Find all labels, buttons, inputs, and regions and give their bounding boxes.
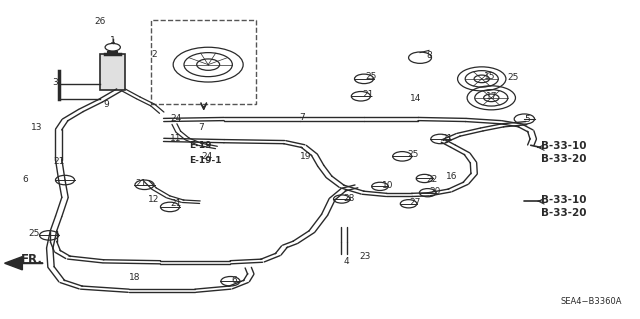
Text: FR.: FR. <box>21 253 43 266</box>
Text: 3: 3 <box>52 78 58 86</box>
Text: B-33-10: B-33-10 <box>541 195 586 205</box>
Text: 21: 21 <box>442 134 453 144</box>
Text: 14: 14 <box>410 94 421 103</box>
Text: 6: 6 <box>232 276 237 285</box>
Text: 12: 12 <box>148 195 160 204</box>
Text: E-19: E-19 <box>189 141 212 150</box>
Text: 18: 18 <box>129 273 141 282</box>
Text: 20: 20 <box>429 187 440 196</box>
Text: 25: 25 <box>507 73 518 82</box>
Text: 25: 25 <box>407 150 419 159</box>
Text: B-33-10: B-33-10 <box>541 141 586 151</box>
Text: 21: 21 <box>136 179 147 188</box>
Text: 22: 22 <box>426 174 438 184</box>
Text: 7: 7 <box>299 113 305 122</box>
Text: 6: 6 <box>22 175 28 184</box>
Text: 21: 21 <box>362 90 374 99</box>
Bar <box>100 54 125 90</box>
Text: 17: 17 <box>486 93 498 101</box>
Text: 7: 7 <box>198 123 204 132</box>
Bar <box>151 20 256 104</box>
Text: 28: 28 <box>344 194 355 203</box>
Text: 1: 1 <box>110 36 116 45</box>
Text: 2: 2 <box>151 50 157 59</box>
Text: 24: 24 <box>170 114 181 123</box>
Text: 4: 4 <box>344 257 349 266</box>
Text: B-33-20: B-33-20 <box>541 154 586 164</box>
Text: 19: 19 <box>300 152 312 161</box>
Text: B-33-20: B-33-20 <box>541 208 586 218</box>
Text: 5: 5 <box>524 115 530 123</box>
Text: 21: 21 <box>170 199 181 208</box>
Text: 25: 25 <box>29 229 40 238</box>
Text: E-19-1: E-19-1 <box>189 156 221 165</box>
Text: 27: 27 <box>410 198 421 207</box>
Text: 21: 21 <box>53 157 65 166</box>
Text: 15: 15 <box>484 72 495 81</box>
Text: 8: 8 <box>426 51 432 60</box>
Text: 11: 11 <box>170 134 182 144</box>
Text: 26: 26 <box>94 18 106 26</box>
Text: 16: 16 <box>445 172 457 182</box>
Text: 23: 23 <box>359 252 371 261</box>
Text: 13: 13 <box>31 123 42 132</box>
Text: 24: 24 <box>202 152 213 161</box>
FancyArrow shape <box>4 256 43 270</box>
Text: 9: 9 <box>104 100 109 109</box>
Text: SEA4−B3360A: SEA4−B3360A <box>560 297 621 306</box>
Text: 10: 10 <box>382 181 394 190</box>
Text: 25: 25 <box>365 72 377 81</box>
